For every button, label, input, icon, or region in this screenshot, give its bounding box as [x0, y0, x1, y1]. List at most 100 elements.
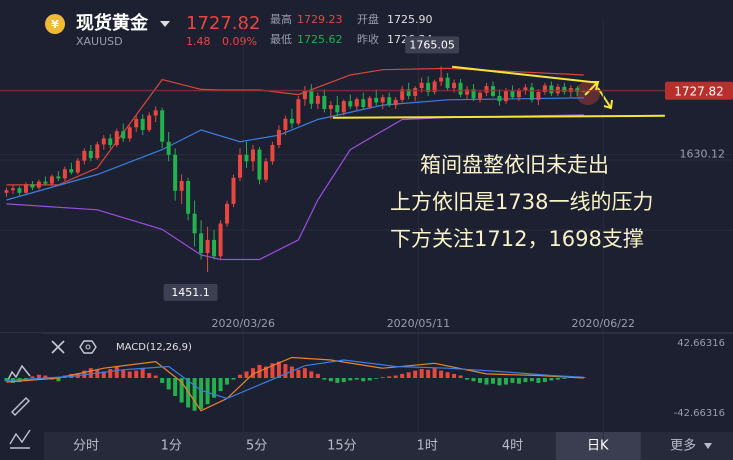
candle-body [568, 88, 573, 92]
stat-label: 最高 [270, 12, 292, 26]
macd-bar [562, 378, 567, 379]
settings-icon-dot [85, 344, 91, 350]
x-tick-label: 2020/06/22 [572, 317, 635, 330]
macd-bar [452, 373, 457, 378]
candle-body [341, 101, 346, 113]
macd-bar [114, 366, 119, 378]
timeframe-tab[interactable]: 5分 [246, 439, 267, 454]
dropdown-arrow[interactable] [160, 21, 170, 27]
grid [0, 89, 733, 231]
candle-body [82, 150, 87, 161]
last-price: 1727.82 [186, 13, 260, 34]
macd-bar [283, 364, 288, 378]
macd-bar [270, 363, 275, 378]
candle-body [75, 160, 80, 173]
candle-body [296, 99, 301, 124]
x-tick-label: 2020/03/26 [212, 317, 275, 330]
macd-line [6, 359, 584, 400]
macd-bar [289, 366, 294, 378]
instrument-title[interactable]: 现货黄金 [76, 12, 149, 34]
candle-body [426, 82, 431, 92]
macd-bar [478, 378, 483, 383]
timeframe-tab[interactable]: 1时 [417, 439, 438, 454]
macd-bar [439, 370, 444, 378]
macd-bar [406, 372, 411, 378]
candle-body [257, 149, 262, 180]
macd-bar [43, 375, 48, 378]
candle-body [225, 203, 230, 224]
chart-tool[interactable] [9, 429, 31, 449]
stat-label: 昨收 [357, 32, 379, 46]
candle-body [497, 95, 502, 102]
candle-body [380, 97, 385, 103]
candle-body [121, 131, 126, 139]
stat-value: 1725.62 [297, 33, 343, 46]
candle-body [413, 88, 418, 96]
change-percent: 0.09% [222, 35, 257, 48]
candle-body [400, 89, 405, 100]
more-arrow[interactable] [704, 443, 712, 449]
trend-line [332, 114, 665, 119]
candle-body [549, 85, 554, 94]
settings-icon[interactable] [79, 340, 97, 354]
candle-body [69, 169, 74, 173]
macd-bar [101, 371, 106, 378]
candle-body [140, 118, 145, 130]
macd-bar [387, 376, 392, 378]
candle-body [328, 105, 333, 110]
y-tick-label: -42.66316 [674, 408, 725, 419]
candle-body [510, 90, 515, 98]
draw-tool[interactable] [11, 397, 30, 416]
left-toolbar [0, 333, 42, 460]
candle-body [432, 81, 437, 92]
macd-bar [510, 378, 515, 383]
candle-body [127, 127, 132, 139]
candle-body [523, 87, 528, 91]
candle-body [276, 129, 281, 146]
trend-line [451, 65, 599, 84]
macd-bar [516, 378, 521, 384]
timeframe-tab[interactable]: 分时 [73, 439, 99, 454]
candle-body [465, 89, 470, 95]
candle-body [23, 184, 28, 193]
timeframe-tab[interactable]: 1分 [161, 439, 182, 454]
macd-bar [361, 378, 366, 382]
y-tick-label: 1630.12 [680, 148, 726, 161]
candle-body [173, 154, 178, 191]
candle-body [536, 91, 541, 100]
timeframe-tab[interactable]: 更多 [670, 438, 696, 454]
gold-icon [45, 14, 65, 34]
candle-body [406, 89, 411, 96]
timeframe-tab[interactable]: 日K [587, 439, 609, 454]
macd-bar [413, 370, 418, 378]
macd-bar [426, 369, 431, 378]
price-tag [665, 81, 733, 100]
candle-body [62, 169, 67, 179]
candle-body [562, 86, 567, 92]
timeframe-tab[interactable]: 15分 [327, 439, 357, 454]
candle-body [36, 181, 41, 188]
annotation: 箱间盘整依旧未走出 [420, 153, 609, 177]
low-label-box [163, 283, 218, 301]
high-label-box [405, 36, 460, 54]
band-line [6, 97, 584, 201]
macd-bar [529, 378, 534, 382]
macd-bar [322, 378, 327, 380]
macd-bar [458, 375, 463, 378]
candle-body [452, 82, 457, 89]
candle-body [315, 95, 320, 104]
candle-body [322, 95, 327, 110]
candle-body [231, 177, 236, 204]
candle-body [95, 144, 100, 159]
indicator-tool[interactable] [7, 364, 31, 381]
macd-bar [465, 378, 470, 380]
macd-bar [341, 378, 346, 383]
candle-body [289, 118, 294, 124]
timeframe-tab[interactable]: 4时 [502, 439, 523, 454]
candle-body [555, 86, 560, 94]
active-tab-bg [555, 432, 641, 460]
macd-bar [250, 368, 255, 378]
close-icon[interactable] [51, 340, 65, 354]
candle-body [147, 115, 152, 130]
macd-bar [315, 373, 320, 378]
